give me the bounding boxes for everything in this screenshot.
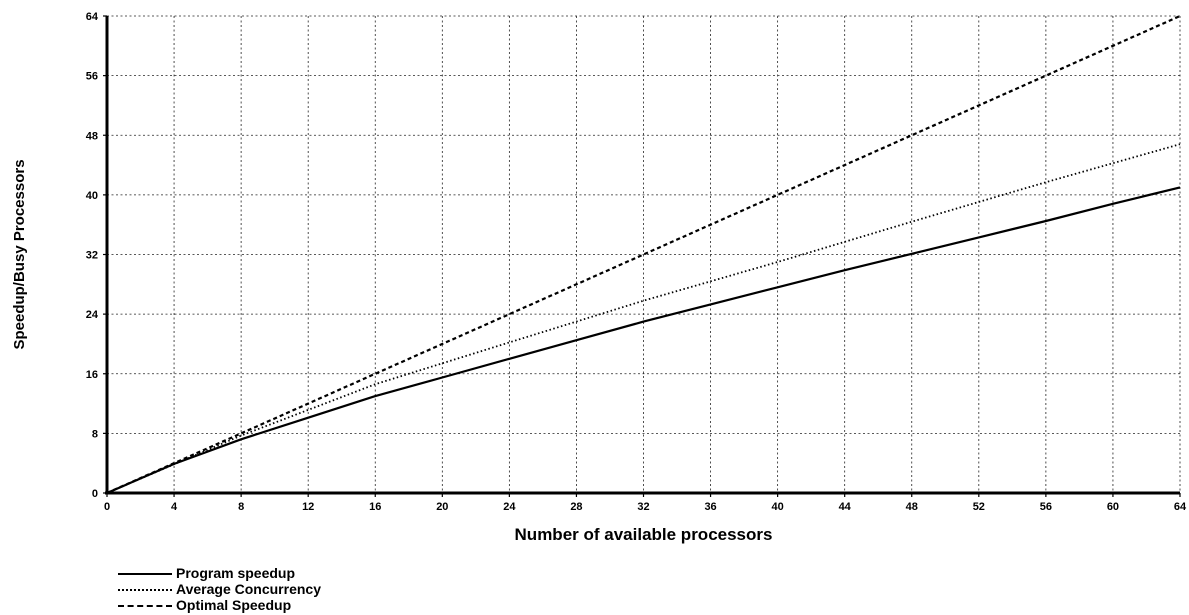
y-tick-label: 0 — [92, 488, 98, 500]
x-tick-label: 36 — [704, 501, 716, 513]
chart-grid — [107, 15, 1181, 493]
x-tick-label: 16 — [369, 501, 381, 513]
x-tick-label: 24 — [503, 501, 516, 513]
chart-axes — [103, 15, 1181, 497]
legend-item-average-concurrency: Average Concurrency — [118, 581, 321, 597]
series-line-program-speedup — [106, 186, 1181, 495]
x-tick-label: 28 — [570, 501, 582, 513]
x-tick-label: 60 — [1107, 501, 1119, 513]
y-tick-label: 48 — [86, 130, 98, 142]
x-tick-label: 20 — [436, 501, 448, 513]
series-lines — [106, 14, 1181, 495]
x-tick-label: 56 — [1040, 501, 1052, 513]
x-tick-label: 48 — [906, 501, 918, 513]
y-tick-label: 64 — [86, 11, 99, 23]
legend-swatch-solid — [118, 568, 172, 578]
legend-label: Optimal Speedup — [176, 597, 292, 613]
x-tick-label: 12 — [302, 501, 314, 513]
x-tick-label: 44 — [839, 501, 852, 513]
y-tick-label: 24 — [86, 309, 99, 321]
y-tick-label: 40 — [86, 190, 98, 202]
legend-swatch-dashed — [118, 600, 172, 610]
x-tick-label: 40 — [772, 501, 784, 513]
legend-label: Average Concurrency — [176, 581, 321, 597]
x-tick-label: 0 — [104, 501, 110, 513]
tick-labels: 0 4 8 12 16 20 24 28 32 36 40 44 48 52 56 60 64081624324… — [86, 11, 1187, 513]
legend-item-optimal-speedup: Optimal Speedup — [118, 597, 321, 613]
legend-label: Program speedup — [176, 565, 296, 581]
x-tick-label: 64 — [1174, 501, 1187, 513]
y-tick-label: 8 — [92, 428, 98, 440]
x-tick-label: 32 — [637, 501, 649, 513]
x-axis-label: Number of available processors — [515, 525, 773, 544]
y-axis-label: Speedup/Busy Processors — [11, 159, 28, 349]
legend-swatch-dotted — [118, 584, 172, 594]
x-tick-label: 8 — [238, 501, 244, 513]
y-tick-label: 56 — [86, 71, 98, 83]
x-tick-label: 4 — [171, 501, 178, 513]
x-tick-label: 52 — [973, 501, 985, 513]
legend-item-program-speedup: Program speedup — [118, 565, 321, 581]
chart-legend: Program speedup Average Concurrency Opti… — [118, 565, 321, 613]
y-tick-label: 16 — [86, 369, 98, 381]
y-tick-label: 32 — [86, 250, 98, 262]
